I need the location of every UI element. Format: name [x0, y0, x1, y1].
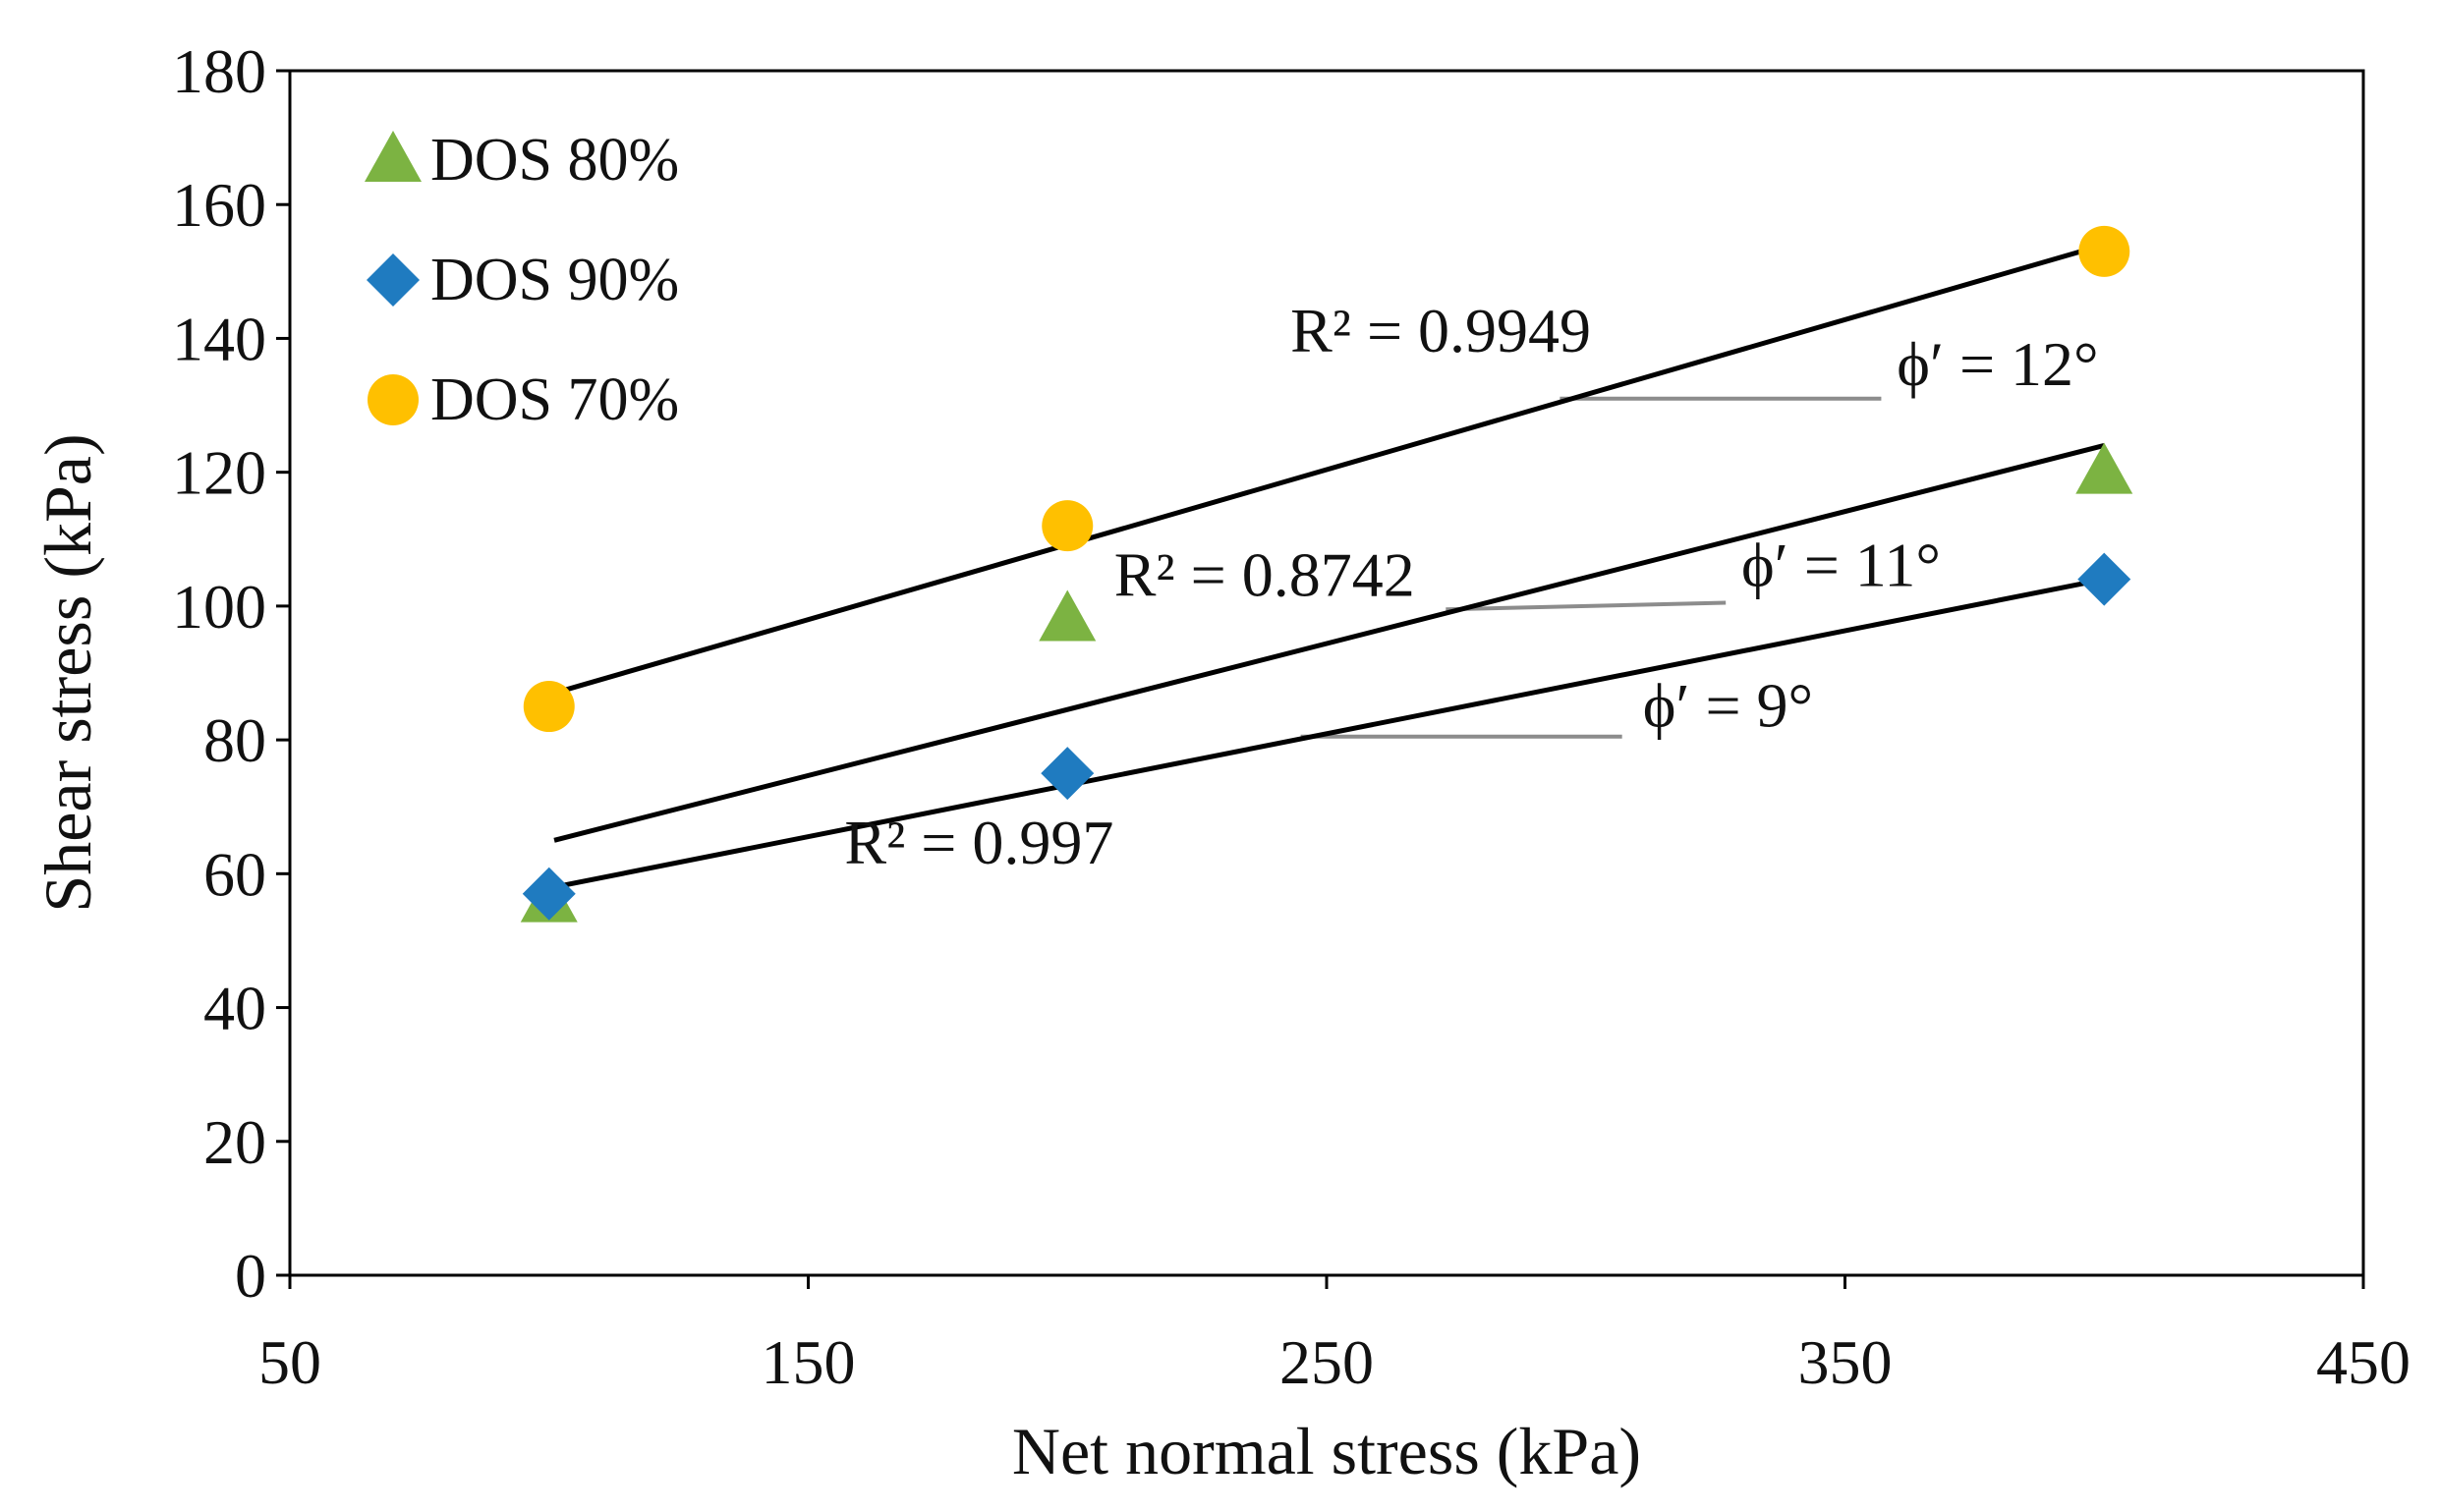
data-point-dos-70-3 — [2078, 225, 2130, 277]
trend-line-dos-90 — [553, 577, 2105, 890]
data-point-dos-80-2 — [1039, 589, 1097, 642]
legend-label-dos-90: DOS 90% — [430, 247, 679, 313]
x-tick-label-250: 250 — [1279, 1327, 1374, 1397]
legend-label-dos-80: DOS 80% — [430, 127, 679, 194]
x-tick-label-450: 450 — [2316, 1327, 2411, 1397]
y-axis-title: Shear stress (kPa) — [30, 433, 105, 912]
y-tick-label-100: 100 — [172, 572, 266, 642]
x-tick-label-50: 50 — [258, 1327, 321, 1397]
data-point-dos-80-3 — [2075, 442, 2133, 494]
annotations: R² = 0.8742 ϕʹ = 11° R² = 0.997 ϕʹ = 9° R² =… — [844, 296, 2098, 877]
y-tick-label-180: 180 — [172, 36, 266, 106]
y-tick-label-0: 0 — [235, 1241, 266, 1311]
data-point-dos-90-1 — [522, 867, 576, 921]
y-tick-label-60: 60 — [203, 839, 266, 909]
trend-lines — [553, 242, 2105, 890]
r2-label-dos-80: R² = 0.8742 — [1114, 540, 1415, 610]
y-tick-label-160: 160 — [172, 170, 266, 240]
data-point-dos-70-1 — [523, 681, 575, 733]
legend-marker-dos-80 — [365, 131, 422, 182]
phi-label-dos-70: ϕʹ = 12° — [1897, 329, 2098, 399]
y-tick-label-140: 140 — [172, 304, 266, 373]
r2-label-dos-90: R² = 0.997 — [844, 808, 1113, 877]
legend-label-dos-70: DOS 70% — [430, 366, 679, 433]
legend-marker-dos-70 — [368, 374, 419, 425]
phi-label-dos-90: ϕʹ = 9° — [1643, 670, 1813, 740]
legend: DOS 80% DOS 90% DOS 70% — [365, 127, 679, 433]
data-points — [520, 225, 2133, 923]
y-tick-label-120: 120 — [172, 438, 266, 508]
trend-line-dos-80 — [553, 442, 2105, 843]
y-tick-label-20: 20 — [203, 1107, 266, 1177]
data-point-dos-90-3 — [2077, 552, 2131, 606]
r2-label-dos-70: R² = 0.9949 — [1290, 296, 1591, 365]
legend-marker-dos-90 — [367, 253, 420, 307]
data-point-dos-90-2 — [1041, 747, 1095, 801]
guide-line-dos-80 — [1446, 600, 1727, 612]
x-tick-label-350: 350 — [1798, 1327, 1893, 1397]
axis-ticks: 0 20 40 60 80 100 120 140 160 180 50 150 250 350 450 — [172, 36, 2411, 1397]
x-axis-title: Net normal stress (kPa) — [1012, 1414, 1641, 1488]
annotation-guides — [1300, 396, 1882, 739]
data-point-dos-70-2 — [1042, 500, 1094, 552]
y-tick-label-40: 40 — [203, 974, 266, 1043]
trend-line-dos-70 — [553, 242, 2105, 696]
x-tick-label-150: 150 — [762, 1327, 856, 1397]
phi-label-dos-80: ϕʹ = 11° — [1741, 530, 1941, 599]
y-tick-label-80: 80 — [203, 705, 266, 775]
